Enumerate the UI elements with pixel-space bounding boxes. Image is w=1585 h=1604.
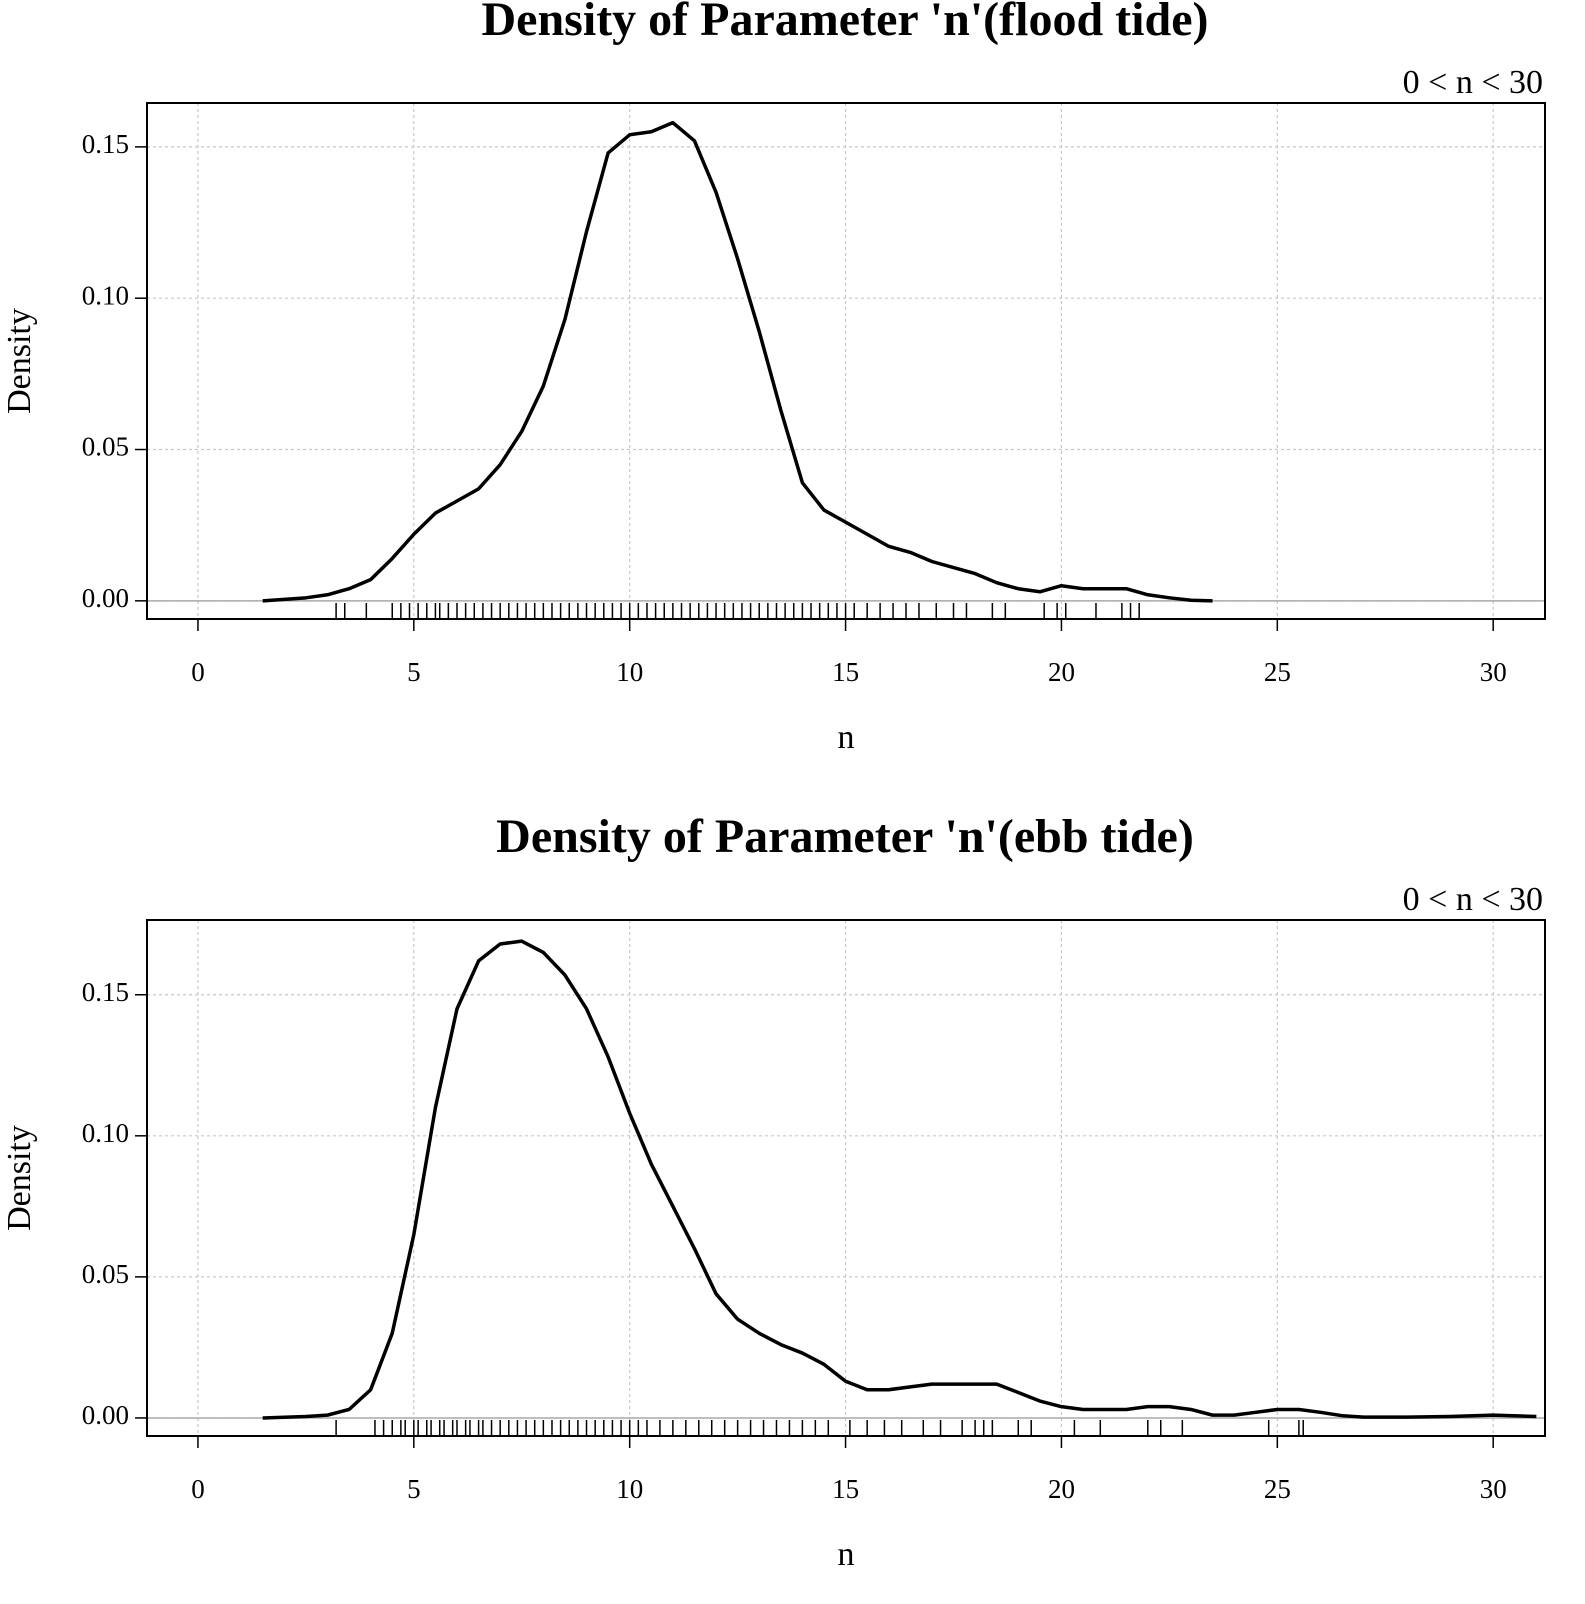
x-axis-label: n: [838, 1536, 855, 1573]
density-line: [262, 120, 1213, 603]
plot-frame: [146, 919, 1546, 1437]
x-tick-label: 5: [407, 1474, 421, 1504]
y-axis-label: Density: [1, 308, 38, 414]
plot-frame: [146, 102, 1546, 620]
subtitle: 0 < n < 30: [1403, 881, 1543, 918]
x-tick-label: 10: [616, 1474, 643, 1504]
y-tick-label: 0.15: [82, 977, 129, 1007]
y-tick-label: 0.00: [82, 583, 129, 613]
panel: Density of Parameter 'n'(flood tide) 0 < …: [1, 0, 1546, 756]
x-tick-label: 20: [1048, 657, 1075, 687]
panel: Density of Parameter 'n'(ebb tide) 0 < n …: [1, 810, 1546, 1573]
chart-title: Density of Parameter 'n'(ebb tide): [496, 810, 1194, 863]
x-tick-label: 30: [1480, 657, 1507, 687]
y-tick-label: 0.05: [82, 432, 129, 462]
x-tick-label: 0: [191, 1474, 205, 1504]
y-tick-label: 0.15: [82, 129, 129, 159]
x-tick-label: 25: [1264, 657, 1291, 687]
x-tick-label: 10: [616, 657, 643, 687]
y-tick-label: 0.10: [82, 280, 129, 310]
y-tick-label: 0.00: [82, 1400, 129, 1430]
subtitle: 0 < n < 30: [1403, 64, 1543, 101]
y-axis-label: Density: [1, 1125, 38, 1231]
density-line: [262, 939, 1537, 1420]
x-tick-label: 15: [832, 1474, 859, 1504]
chart-title: Density of Parameter 'n'(flood tide): [482, 0, 1209, 46]
x-tick-label: 15: [832, 657, 859, 687]
x-tick-label: 30: [1480, 1474, 1507, 1504]
x-tick-label: 25: [1264, 1474, 1291, 1504]
y-tick-label: 0.05: [82, 1259, 129, 1289]
x-tick-label: 20: [1048, 1474, 1075, 1504]
x-tick-label: 0: [191, 657, 205, 687]
y-tick-label: 0.10: [82, 1118, 129, 1148]
x-axis-label: n: [838, 719, 855, 756]
x-tick-label: 5: [407, 657, 421, 687]
